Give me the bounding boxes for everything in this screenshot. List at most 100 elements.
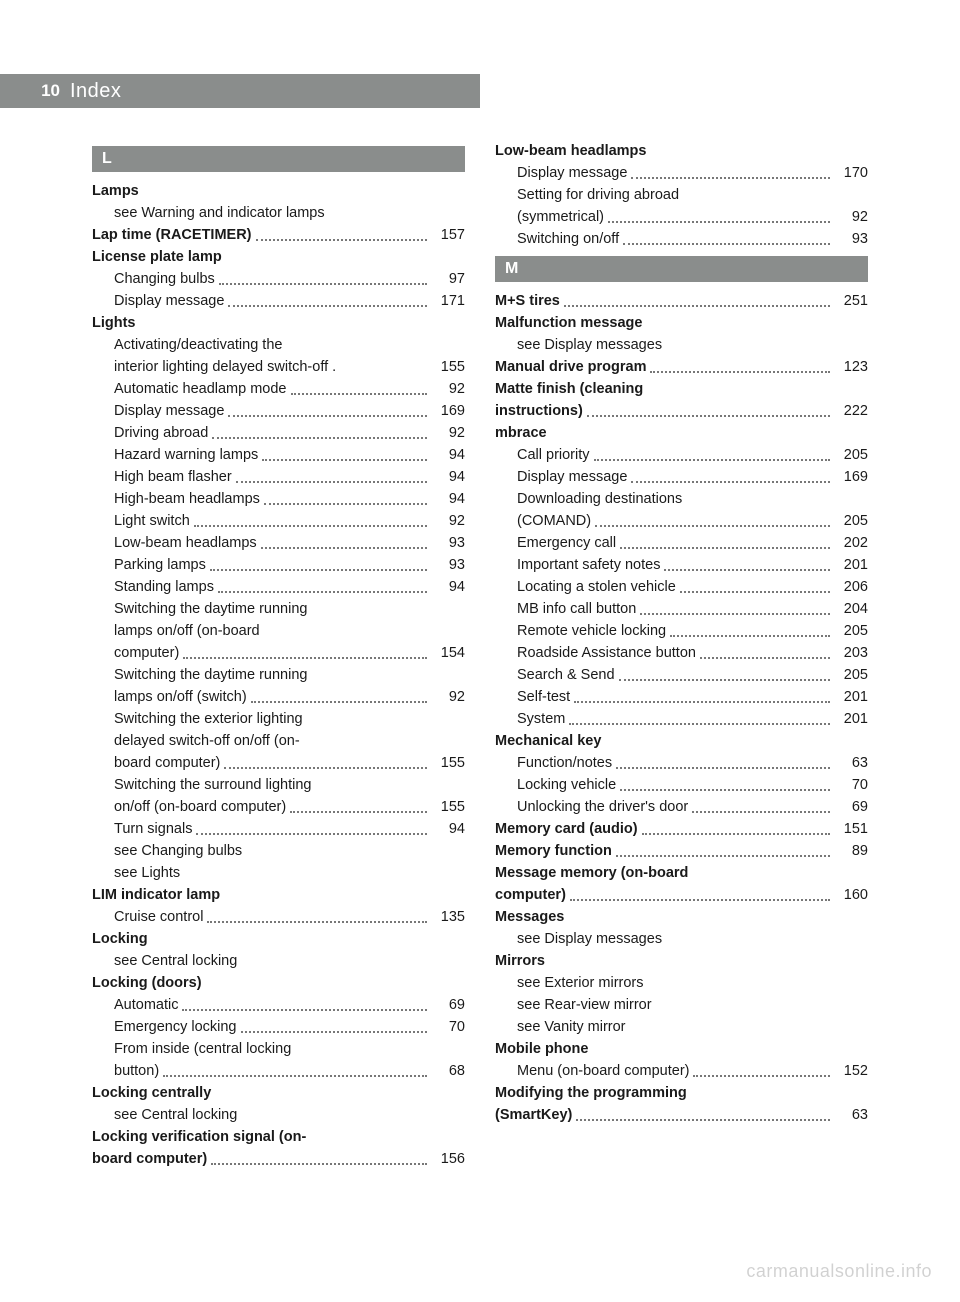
index-label: Light switch [114, 510, 190, 532]
index-label: Unlocking the driver's door [517, 796, 688, 818]
index-label: Malfunction message [495, 312, 642, 334]
index-label: Low-beam headlamps [114, 532, 257, 554]
index-entry: computer)160 [495, 884, 868, 906]
index-entry: mbrace [495, 422, 868, 444]
dot-leader [619, 679, 830, 681]
index-label: delayed switch-off on/off (on- [114, 730, 300, 752]
index-entry: Locking centrally [92, 1082, 465, 1104]
index-entry: instructions)222 [495, 400, 868, 422]
index-label: Switching the exterior lighting [114, 708, 303, 730]
index-label: Lights [92, 312, 136, 334]
dot-leader [182, 1009, 427, 1011]
dot-leader [670, 635, 830, 637]
index-entry: see Changing bulbs [92, 840, 465, 862]
index-entry: Memory function89 [495, 840, 868, 862]
page-ref: 205 [834, 664, 868, 686]
index-label: Low-beam headlamps [495, 140, 646, 162]
index-label: MB info call button [517, 598, 636, 620]
index-entry: see Lights [92, 862, 465, 884]
index-label: Message memory (on-board [495, 862, 688, 884]
index-entry: System201 [495, 708, 868, 730]
dot-leader [290, 811, 427, 813]
index-label: Display message [517, 162, 627, 184]
index-label: Switching the daytime running [114, 598, 307, 620]
index-entry: From inside (central locking [92, 1038, 465, 1060]
index-entry: Switching the daytime running [92, 664, 465, 686]
dot-leader [640, 613, 830, 615]
index-label: see Central locking [114, 1104, 237, 1126]
page-ref: 155 [431, 796, 465, 818]
index-label: (COMAND) [517, 510, 591, 532]
index-entry: Lights [92, 312, 465, 334]
index-entry: M+S tires251 [495, 290, 868, 312]
index-entry: Display message170 [495, 162, 868, 184]
index-entry: lamps on/off (on-board [92, 620, 465, 642]
index-entry: Light switch 92 [92, 510, 465, 532]
index-entry: Setting for driving abroad [495, 184, 868, 206]
index-label: (SmartKey) [495, 1104, 572, 1126]
index-entry: Switching the surround lighting [92, 774, 465, 796]
dot-leader [212, 437, 427, 439]
index-entry: Locking verification signal (on- [92, 1126, 465, 1148]
index-label: Locking [92, 928, 148, 950]
index-entry: see Exterior mirrors [495, 972, 868, 994]
index-label: see Vanity mirror [517, 1016, 626, 1038]
index-label: button) [114, 1060, 159, 1082]
dot-leader [228, 305, 427, 307]
index-entry: interior lighting delayed switch-off .15… [92, 356, 465, 378]
index-label: Remote vehicle locking [517, 620, 666, 642]
dot-leader [692, 811, 830, 813]
dot-leader [340, 372, 427, 373]
index-label: Switching the daytime running [114, 664, 307, 686]
page-ref: 92 [431, 510, 465, 532]
dot-leader [623, 243, 830, 245]
index-label: Downloading destinations [517, 488, 682, 510]
page-ref: 151 [834, 818, 868, 840]
index-entry: Message memory (on-board [495, 862, 868, 884]
index-label: Locking vehicle [517, 774, 616, 796]
index-column-right: Low-beam headlampsDisplay message170Sett… [495, 140, 868, 1222]
index-entry: Locking vehicle70 [495, 774, 868, 796]
index-label: Automatic [114, 994, 178, 1016]
index-entry: (symmetrical)92 [495, 206, 868, 228]
index-entry: lamps on/off (switch)92 [92, 686, 465, 708]
index-entry: Switching on/off93 [495, 228, 868, 250]
page-ref: 93 [431, 554, 465, 576]
index-label: see Lights [114, 862, 180, 884]
dot-leader [700, 657, 830, 659]
index-entry: delayed switch-off on/off (on- [92, 730, 465, 752]
page-ref: 94 [431, 466, 465, 488]
index-entry: computer)154 [92, 642, 465, 664]
index-entry: Standing lamps94 [92, 576, 465, 598]
index-label: Parking lamps [114, 554, 206, 576]
dot-leader [642, 833, 830, 835]
index-entry: Switching the daytime running [92, 598, 465, 620]
dot-leader [680, 591, 830, 593]
index-entry: Locating a stolen vehicle206 [495, 576, 868, 598]
index-label: Memory function [495, 840, 612, 862]
index-entry: Display message169 [495, 466, 868, 488]
index-entry: Malfunction message [495, 312, 868, 334]
index-label: Cruise control [114, 906, 203, 928]
index-entry: Lap time (RACETIMER)157 [92, 224, 465, 246]
index-label: see Exterior mirrors [517, 972, 644, 994]
page-ref: 68 [431, 1060, 465, 1082]
page-ref: 155 [431, 356, 465, 378]
dot-leader [564, 305, 830, 307]
index-label: Mechanical key [495, 730, 601, 752]
page-ref: 93 [834, 228, 868, 250]
dot-leader [616, 767, 830, 769]
index-label: see Rear-view mirror [517, 994, 652, 1016]
index-label: see Display messages [517, 928, 662, 950]
page-ref: 201 [834, 554, 868, 576]
index-entry: Mobile phone [495, 1038, 868, 1060]
page-ref: 135 [431, 906, 465, 928]
index-label: High beam flasher [114, 466, 232, 488]
dot-leader [608, 221, 830, 223]
index-column-left: LLampssee Warning and indicator lampsLap… [92, 140, 465, 1222]
index-label: board computer) [114, 752, 220, 774]
index-label: Manual drive program [495, 356, 646, 378]
index-label: M+S tires [495, 290, 560, 312]
index-label: Messages [495, 906, 564, 928]
index-entry: Important safety notes201 [495, 554, 868, 576]
